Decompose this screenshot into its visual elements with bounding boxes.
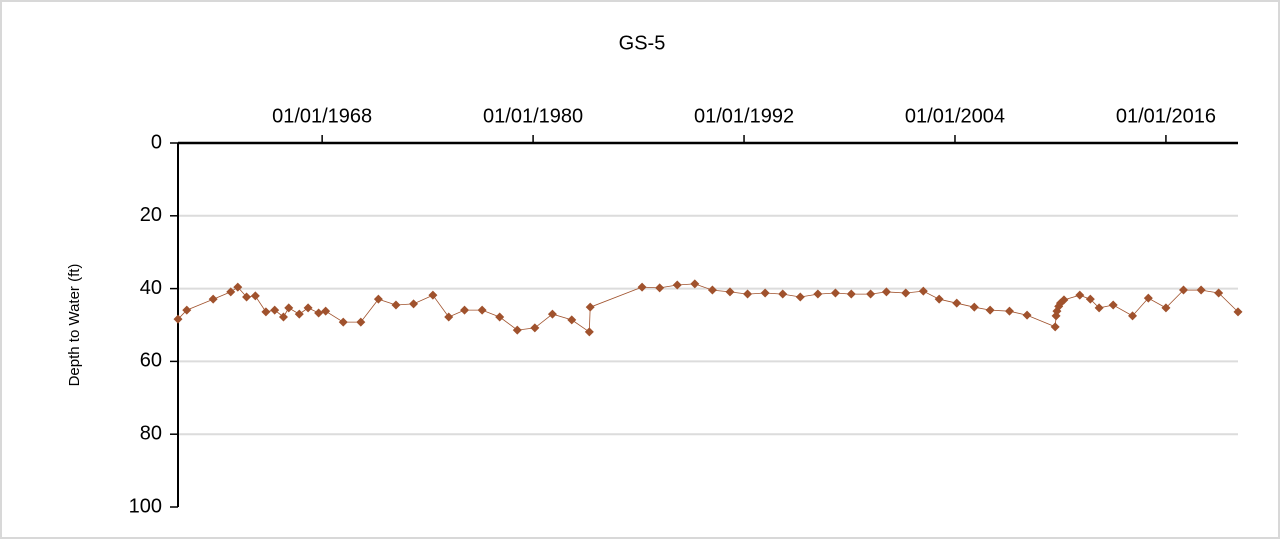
y-tick-label: 80 [140,422,162,444]
chart-title: GS-5 [619,32,666,54]
data-point [707,285,717,295]
data-point [530,323,540,333]
data-point [881,287,891,297]
x-tick-label: 01/01/1992 [694,105,794,127]
data-point [321,306,331,316]
data-point [1161,303,1171,313]
y-tick-label: 40 [140,277,162,299]
data-point [428,290,438,300]
y-tick-label: 60 [140,350,162,372]
data-point [477,305,487,315]
data-point [743,289,753,299]
y-tick-label: 20 [140,204,162,226]
data-point [585,302,595,312]
data-point [409,299,419,309]
data-point [182,305,192,315]
data-point [584,327,594,337]
data-point [270,305,280,315]
data-point [208,294,218,304]
data-point [952,298,962,308]
data-point [725,287,735,297]
data-point [226,287,236,297]
data-point [173,314,183,324]
data-point [233,282,243,292]
data-point [1108,300,1118,310]
data-point [830,288,840,298]
data-point [261,307,271,317]
data-point [901,288,911,298]
data-point [547,309,557,319]
data-point [1143,293,1153,303]
data-point [314,308,324,318]
data-point [1022,310,1032,320]
data-point [250,291,260,301]
data-point [1004,306,1014,316]
data-point [918,286,928,296]
data-point [373,294,383,304]
data-point [294,309,304,319]
data-point [1128,311,1138,321]
data-point [934,294,944,304]
data-point [813,289,823,299]
data-point [284,303,294,313]
data-point [672,280,682,290]
data-point [495,312,505,322]
data-point [690,279,700,289]
data-point [846,289,856,299]
x-tick-label: 01/01/2004 [905,105,1005,127]
x-tick-label: 01/01/2016 [1116,105,1216,127]
data-point [1085,294,1095,304]
data-point [338,317,348,327]
data-point [1214,288,1224,298]
data-point [1196,285,1206,295]
data-point [778,289,788,299]
data-point [1050,322,1060,332]
data-point [242,292,252,302]
data-point [278,312,288,322]
data-point [356,317,366,327]
data-point [1059,295,1069,305]
x-tick-label: 01/01/1968 [272,105,372,127]
data-point [512,325,522,335]
data-point [567,315,577,325]
data-point [795,292,805,302]
data-point [303,303,313,313]
data-point [637,282,647,292]
data-point [1179,285,1189,295]
data-point [655,283,665,293]
data-point [760,288,770,298]
y-tick-label: 0 [151,131,162,153]
data-point [1075,290,1085,300]
x-tick-label: 01/01/1980 [483,105,583,127]
data-point [969,302,979,312]
data-point [460,305,470,315]
data-point [1233,307,1243,317]
data-point [985,305,995,315]
data-point [1094,303,1104,313]
y-axis-label: Depth to Water (ft) [66,264,83,387]
data-point [391,300,401,310]
data-point [444,312,454,322]
y-tick-label: 100 [129,495,162,517]
data-point [866,289,876,299]
